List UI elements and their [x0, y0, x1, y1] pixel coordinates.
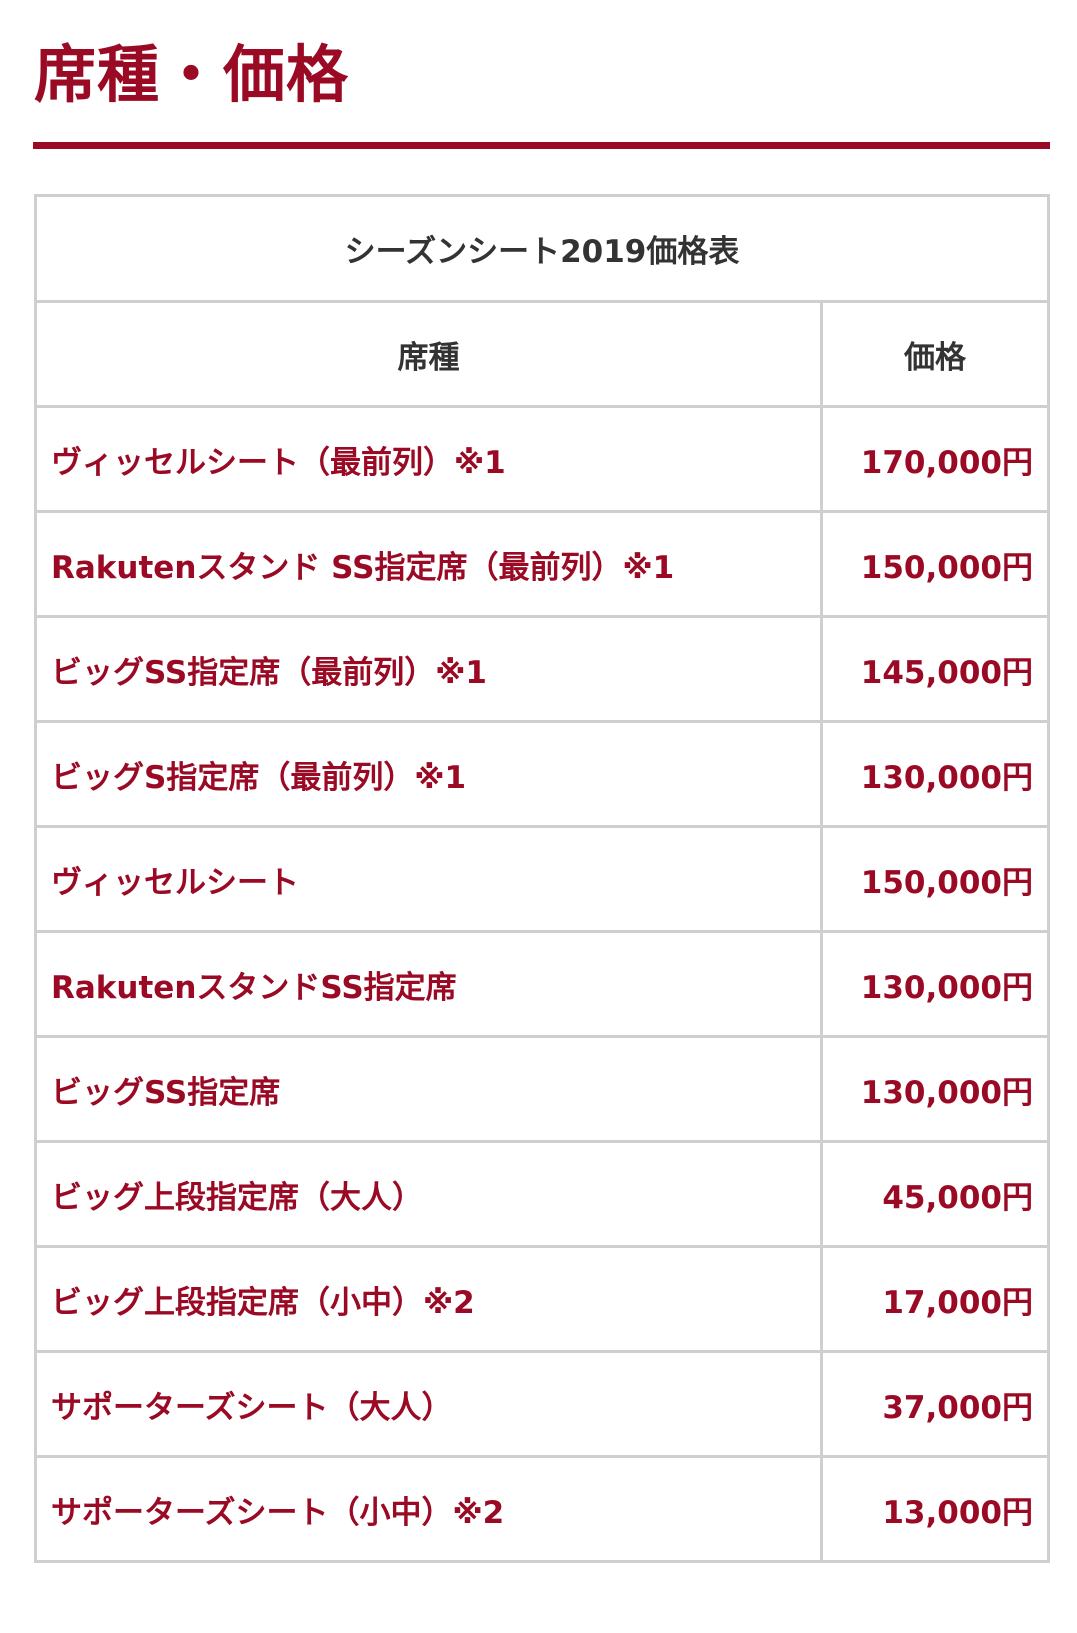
seat-type-cell: ビッグSS指定席（最前列）※1: [34, 615, 823, 723]
table-row: サポーターズシート（小中）※2 13,000円: [34, 1455, 1050, 1563]
table-row: RakutenスタンドSS指定席 130,000円: [34, 930, 1050, 1038]
seat-type-cell: ビッグSS指定席: [34, 1035, 823, 1143]
seat-type-cell: ビッグ上段指定席（小中）※2: [34, 1245, 823, 1353]
table-row: ビッグ上段指定席（大人） 45,000円: [34, 1140, 1050, 1248]
seat-type-cell: ヴィッセルシート: [34, 825, 823, 933]
page-heading: 席種・価格: [34, 38, 350, 111]
price-table: シーズンシート2019価格表 席種 価格 ヴィッセルシート（最前列）※1 170,…: [34, 194, 1050, 1563]
price-cell: 130,000円: [820, 1035, 1050, 1143]
seat-type-cell: ビッグS指定席（最前列）※1: [34, 720, 823, 828]
price-cell: 145,000円: [820, 615, 1050, 723]
price-cell: 170,000円: [820, 405, 1050, 513]
table-row: サポーターズシート（大人） 37,000円: [34, 1350, 1050, 1458]
seat-type-cell: サポーターズシート（小中）※2: [34, 1455, 823, 1563]
price-cell: 130,000円: [820, 930, 1050, 1038]
table-caption: シーズンシート2019価格表: [34, 194, 1050, 303]
table-row: Rakutenスタンド SS指定席（最前列）※1 150,000円: [34, 510, 1050, 618]
price-cell: 17,000円: [820, 1245, 1050, 1353]
table-row: ビッグ上段指定席（小中）※2 17,000円: [34, 1245, 1050, 1353]
table-row: ビッグSS指定席 130,000円: [34, 1035, 1050, 1143]
price-cell: 150,000円: [820, 510, 1050, 618]
column-header-price: 価格: [820, 300, 1050, 408]
table-row: ビッグS指定席（最前列）※1 130,000円: [34, 720, 1050, 828]
seat-type-cell: ビッグ上段指定席（大人）: [34, 1140, 823, 1248]
table-row: ビッグSS指定席（最前列）※1 145,000円: [34, 615, 1050, 723]
column-header-seat: 席種: [34, 300, 823, 408]
heading-divider: [33, 142, 1050, 149]
seat-type-cell: Rakutenスタンド SS指定席（最前列）※1: [34, 510, 823, 618]
seat-type-cell: サポーターズシート（大人）: [34, 1350, 823, 1458]
seat-type-cell: RakutenスタンドSS指定席: [34, 930, 823, 1038]
table-row: ヴィッセルシート 150,000円: [34, 825, 1050, 933]
seat-type-cell: ヴィッセルシート（最前列）※1: [34, 405, 823, 513]
price-cell: 37,000円: [820, 1350, 1050, 1458]
table-row: ヴィッセルシート（最前列）※1 170,000円: [34, 405, 1050, 513]
price-cell: 45,000円: [820, 1140, 1050, 1248]
price-cell: 150,000円: [820, 825, 1050, 933]
price-cell: 130,000円: [820, 720, 1050, 828]
price-cell: 13,000円: [820, 1455, 1050, 1563]
